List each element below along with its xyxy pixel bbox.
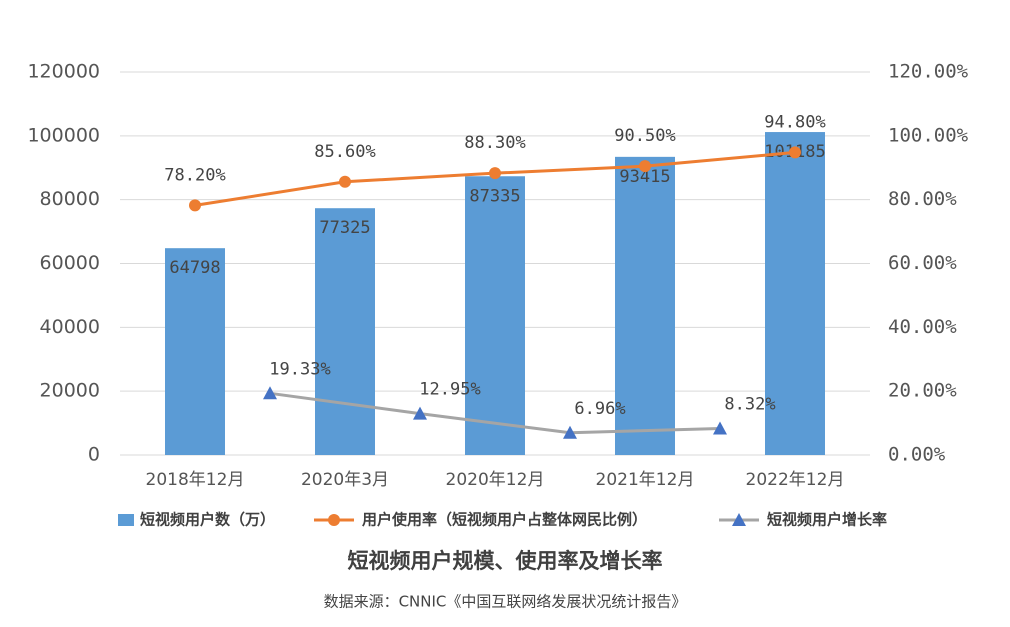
line-value-label: 90.50% <box>614 126 675 146</box>
y-tick-label: 40000 <box>40 316 100 338</box>
point <box>339 175 351 188</box>
bar-value-label: 93415 <box>619 167 670 187</box>
point <box>639 160 651 173</box>
bar <box>615 156 675 455</box>
line-value-label: 78.20% <box>164 165 225 185</box>
chart-title: 短视频用户规模、使用率及增长率 <box>348 549 663 573</box>
x-tick-label: 2022年12月 <box>746 470 845 490</box>
y2-tick-label: 20.00% <box>888 380 957 402</box>
source: 数据来源：CNNIC《中国互联网络发展状况统计报告》 <box>324 593 687 611</box>
bar <box>315 208 375 455</box>
y-tick-label: 120000 <box>27 61 100 83</box>
y-tick-label: 100000 <box>27 124 100 146</box>
x-tick-label: 2020年3月 <box>301 470 389 490</box>
line-value-label: 6.96% <box>574 399 625 419</box>
legend-label: 用户使用率（短视频用户占整体网民比例） <box>362 511 647 529</box>
line <box>269 391 721 435</box>
bar <box>465 176 525 455</box>
y2-tick-label: 40.00% <box>888 316 957 338</box>
line-value-label: 19.33% <box>269 359 330 379</box>
y2-tick-label: 100.00% <box>888 124 969 146</box>
y-tick-label: 20000 <box>40 380 100 402</box>
legend-swatch <box>118 514 134 526</box>
point <box>489 167 501 180</box>
y-tick-label: 0 <box>88 444 100 466</box>
line-value-label: 85.60% <box>314 142 375 162</box>
bar-value-label: 64798 <box>169 258 220 278</box>
line-value-label: 12.95% <box>419 380 480 400</box>
triangle-marker <box>263 386 277 400</box>
y2-tick-label: 120.00% <box>888 61 969 83</box>
triangle-marker <box>563 425 577 439</box>
line-value-label: 88.30% <box>464 133 525 153</box>
y2-tick-label: 60.00% <box>888 252 957 274</box>
legend-label: 短视频用户数（万） <box>140 511 275 529</box>
bar <box>765 132 825 455</box>
bar-value-label: 87335 <box>469 186 520 206</box>
x-tick-label: 2021年12月 <box>596 470 695 490</box>
y-tick-label: 60000 <box>40 252 100 274</box>
line-value-label: 94.80% <box>764 112 825 132</box>
bar-value-label: 77325 <box>319 218 370 238</box>
x-tick-label: 2018年12月 <box>146 470 245 490</box>
legend-marker <box>732 513 746 526</box>
point <box>789 146 801 159</box>
triangle-marker <box>413 406 427 420</box>
triangle-marker <box>713 421 727 435</box>
y2-tick-label: 80.00% <box>888 188 957 210</box>
y2-tick-label: 0.00% <box>888 444 946 466</box>
point <box>189 199 201 212</box>
legend-label: 短视频用户增长率 <box>767 511 887 529</box>
bar <box>165 248 225 455</box>
legend-marker <box>328 514 340 526</box>
line-value-label: 8.32% <box>724 394 775 414</box>
y-tick-label: 80000 <box>40 188 100 210</box>
x-tick-label: 2020年12月 <box>446 470 545 490</box>
